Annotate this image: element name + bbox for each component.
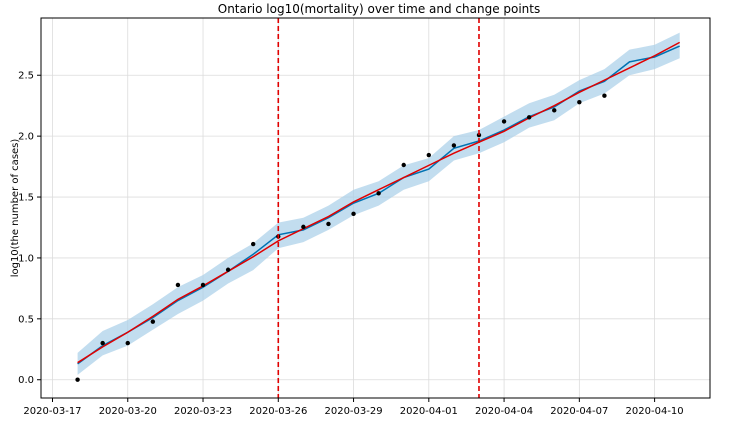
x-tick-label: 2020-03-17 <box>23 406 81 417</box>
data-points <box>75 93 607 382</box>
data-point <box>150 319 156 324</box>
y-tick-label: 2.0 <box>18 132 34 143</box>
data-point <box>426 152 432 158</box>
x-tick-label: 2020-04-07 <box>550 406 608 417</box>
data-point <box>75 377 80 382</box>
x-axis: 2020-03-17 2020-03-20 2020-03-23 2020-03-26… <box>23 398 684 417</box>
data-point <box>301 224 306 230</box>
data-point <box>250 241 256 247</box>
data-point <box>376 191 381 196</box>
data-point <box>552 108 557 113</box>
x-tick-label: 2020-04-04 <box>475 406 533 417</box>
trend-line <box>77 41 681 364</box>
data-point <box>451 143 457 148</box>
change-points <box>277 18 480 398</box>
x-tick-label: 2020-03-26 <box>249 406 307 417</box>
x-tick-label: 2020-03-29 <box>324 406 382 417</box>
data-point <box>526 115 532 120</box>
chart-title: Ontario log10(mortality) over time and c… <box>218 2 541 16</box>
data-point <box>476 132 482 138</box>
data-point <box>602 93 607 98</box>
x-tick-label: 2020-03-23 <box>174 406 232 417</box>
x-tick-label: 2020-03-20 <box>99 406 157 417</box>
data-point <box>501 119 507 124</box>
x-tick-label: 2020-04-01 <box>400 406 458 417</box>
y-tick-label: 0.5 <box>18 314 34 325</box>
data-point <box>351 211 356 217</box>
y-tick-label: 1.5 <box>18 193 34 204</box>
y-axis-label: log10(the number of cases) <box>10 139 21 278</box>
data-point <box>200 282 206 288</box>
uncertainty-band <box>77 32 680 375</box>
data-point <box>401 162 406 168</box>
uncertainty-band-group <box>77 32 680 375</box>
data-point <box>577 99 582 105</box>
data-point <box>175 282 181 288</box>
data-point <box>326 221 331 227</box>
y-axis: 0.0 0.5 1.0 1.5 2.0 2.5 <box>18 71 41 386</box>
y-tick-label: 0.0 <box>18 375 34 386</box>
data-point <box>125 340 130 346</box>
x-tick-label: 2020-04-10 <box>626 406 684 417</box>
data-point <box>100 340 105 346</box>
y-tick-label: 2.5 <box>18 71 34 82</box>
y-tick-label: 1.0 <box>18 253 34 264</box>
plot-frame <box>40 17 711 399</box>
data-point <box>225 267 231 272</box>
